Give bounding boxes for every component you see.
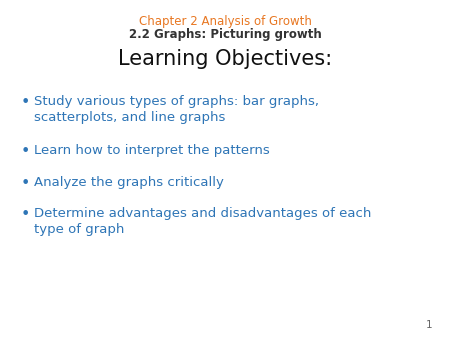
Text: •: • — [20, 144, 30, 159]
Text: Determine advantages and disadvantages of each
type of graph: Determine advantages and disadvantages o… — [34, 207, 371, 236]
Text: •: • — [20, 207, 30, 222]
Text: Learn how to interpret the patterns: Learn how to interpret the patterns — [34, 144, 270, 156]
Text: •: • — [20, 95, 30, 110]
Text: •: • — [20, 176, 30, 191]
Text: 2.2 Graphs: Picturing growth: 2.2 Graphs: Picturing growth — [129, 28, 321, 41]
Text: Learning Objectives:: Learning Objectives: — [118, 49, 332, 69]
Text: Study various types of graphs: bar graphs,
scatterplots, and line graphs: Study various types of graphs: bar graph… — [34, 95, 319, 124]
Text: Chapter 2 Analysis of Growth: Chapter 2 Analysis of Growth — [139, 15, 311, 28]
Text: Analyze the graphs critically: Analyze the graphs critically — [34, 176, 224, 189]
Text: 1: 1 — [425, 319, 432, 330]
